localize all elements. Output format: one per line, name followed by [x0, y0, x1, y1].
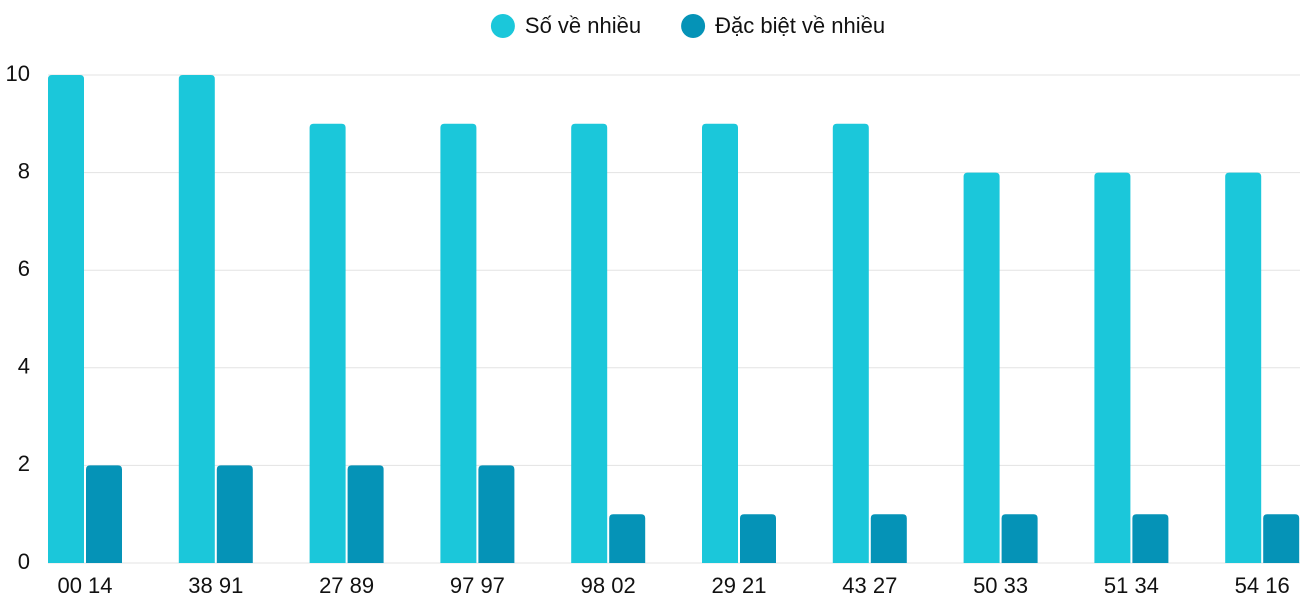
x-tick-label: 98 02 [581, 573, 636, 598]
bar [1263, 514, 1300, 563]
y-tick-label: 0 [18, 549, 30, 574]
bar [1001, 514, 1038, 563]
bar [1132, 514, 1169, 563]
x-tick-label: 27 89 [319, 573, 374, 598]
x-tick-label: 50 33 [973, 573, 1028, 598]
bar [702, 123, 738, 564]
x-tick-label: 97 97 [450, 573, 505, 598]
x-tick-label: 43 27 [842, 573, 897, 598]
legend-marker [490, 14, 515, 38]
bar [478, 465, 515, 563]
x-tick-label: 54 16 [1235, 573, 1290, 598]
y-tick-label: 2 [18, 451, 30, 476]
legend-label: Số về nhiều [525, 13, 641, 38]
bar [832, 123, 869, 564]
bar [86, 465, 122, 563]
bar [963, 172, 1000, 563]
bar [740, 514, 776, 563]
bar [870, 514, 907, 563]
bar [571, 123, 608, 564]
y-tick-label: 8 [18, 158, 30, 183]
bar [609, 514, 646, 563]
bar [347, 465, 384, 563]
bar [309, 123, 346, 564]
bar [1094, 172, 1131, 563]
bar [48, 75, 84, 563]
bar [440, 123, 477, 564]
x-tick-label: 38 91 [188, 573, 243, 598]
legend-label: Đặc biệt về nhiều [715, 13, 885, 38]
y-tick-label: 6 [18, 256, 30, 281]
x-tick-label: 51 34 [1104, 573, 1159, 598]
x-tick-label: 00 14 [57, 573, 112, 598]
y-tick-label: 10 [6, 61, 30, 86]
y-tick-label: 4 [18, 354, 30, 379]
x-tick-label: 29 21 [711, 573, 766, 598]
legend-marker [681, 14, 706, 38]
bar [178, 75, 215, 563]
bar [1225, 172, 1262, 563]
legend-item: Đặc biệt về nhiều [681, 13, 885, 38]
legend-item: Số về nhiều [490, 13, 641, 38]
bar [216, 465, 253, 563]
